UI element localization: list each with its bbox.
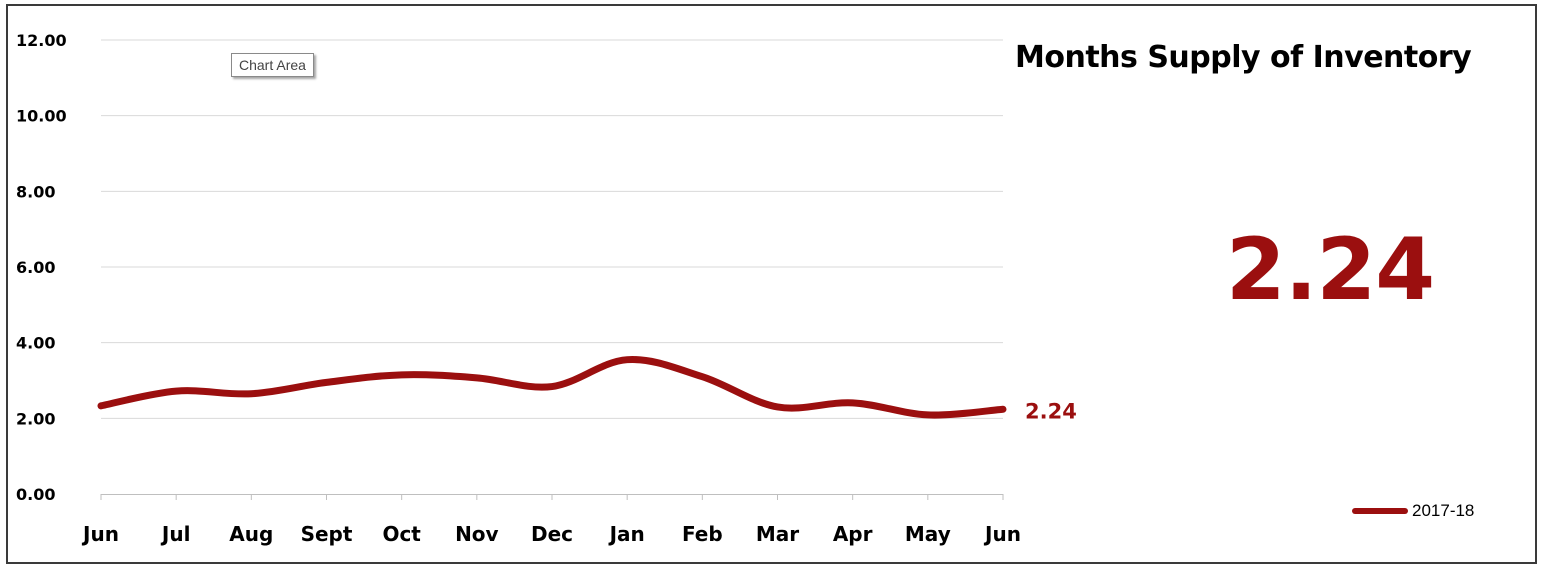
chart-frame — [6, 4, 1537, 564]
legend-label: 2017-18 — [1412, 501, 1475, 520]
x-tick-label: Aug — [229, 522, 273, 546]
x-tick-label: Oct — [382, 522, 421, 546]
x-tick-label: Apr — [833, 522, 873, 546]
y-tick-label: 6.00 — [16, 258, 55, 277]
x-tick-label: Jan — [608, 522, 645, 546]
x-tick-label: Mar — [756, 522, 799, 546]
y-tick-label: 12.00 — [16, 31, 67, 50]
x-tick-label: Jul — [160, 522, 191, 546]
x-tick-label: Jun — [81, 522, 119, 546]
x-tick-label: Dec — [531, 522, 573, 546]
x-tick-label: May — [905, 522, 951, 546]
chart-area-tooltip: Chart Area — [231, 53, 314, 77]
y-tick-label: 4.00 — [16, 334, 55, 353]
headline-value: 2.24 — [1225, 220, 1435, 320]
x-tick-label: Nov — [455, 522, 499, 546]
y-tick-label: 2.00 — [16, 409, 55, 428]
x-tick-label: Sept — [301, 522, 353, 546]
y-tick-label: 10.00 — [16, 107, 67, 126]
legend-swatch — [1352, 508, 1408, 514]
chart-title: Months Supply of Inventory — [1015, 40, 1472, 75]
legend: 2017-18 — [1352, 499, 1474, 523]
x-tick-label: Feb — [682, 522, 723, 546]
series-line-2017-18 — [97, 356, 1007, 419]
y-tick-label: 8.00 — [16, 182, 55, 201]
x-tick-label: Jun — [983, 522, 1021, 546]
data-label-last: 2.24 — [1025, 399, 1077, 423]
y-tick-label: 0.00 — [16, 485, 55, 504]
